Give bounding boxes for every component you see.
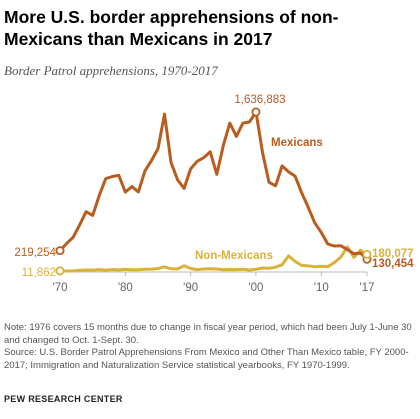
chart-source: Source: U.S. Border Patrol Apprehensions… <box>4 347 409 371</box>
chart-subtitle: Border Patrol apprehensions, 1970-2017 <box>4 63 218 78</box>
endpoint-markers <box>55 107 372 276</box>
x-tick-label: '90 <box>183 282 198 294</box>
x-tick-label: '80 <box>118 282 133 294</box>
mexicans-start-marker <box>55 246 65 256</box>
non-mexicans-start-marker <box>55 266 65 276</box>
x-tick-label: '70 <box>53 282 68 294</box>
x-tick-label: '00 <box>248 282 263 294</box>
non-mexicans-end-value-label: 180,077 <box>372 248 414 260</box>
mexicans-series-label: Mexicans <box>271 137 323 149</box>
non-mexicans-line <box>58 245 369 273</box>
notes-block: Note: 1976 covers 15 months due to chang… <box>4 322 418 372</box>
non-mexicans-series-label: Non-Mexicans <box>195 250 273 262</box>
chart-note: Note: 1976 covers 15 months due to chang… <box>4 322 412 346</box>
line-chart: '70 '80 '90 '00 '10 '17 219,254 1,636,883 130… <box>14 94 414 294</box>
mexicans-peak-marker <box>251 107 261 117</box>
non-mexicans-start-value-label: 11,862 <box>22 267 56 279</box>
x-tick-label: '17 <box>360 282 375 294</box>
x-tick-label: '10 <box>314 282 329 294</box>
non-mexicans-end-marker <box>362 249 372 259</box>
x-axis-ticks: '70 '80 '90 '00 '10 '17 <box>53 272 375 294</box>
mexicans-line <box>58 110 369 261</box>
credit-label: PEW RESEARCH CENTER <box>4 394 123 404</box>
mexicans-end-value-label: 130,454 <box>372 258 414 270</box>
chart-title: More U.S. border apprehensions of non-Me… <box>4 7 339 49</box>
mexicans-peak-value-label: 1,636,883 <box>234 94 285 106</box>
mexicans-start-value-label: 219,254 <box>14 247 56 259</box>
